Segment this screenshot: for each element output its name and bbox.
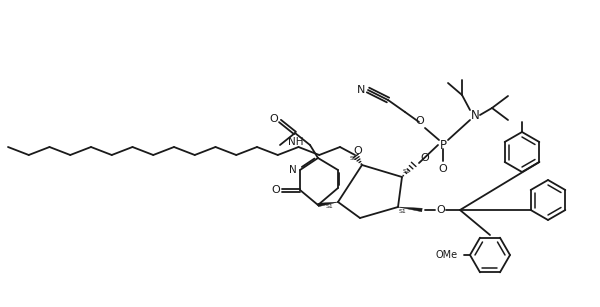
Text: S1: S1 <box>350 156 358 161</box>
Text: N: N <box>470 108 479 122</box>
Text: S1: S1 <box>399 209 407 214</box>
Text: S1: S1 <box>326 204 334 209</box>
Text: P: P <box>439 138 446 151</box>
Text: O: O <box>420 153 429 163</box>
Text: OMe: OMe <box>436 250 458 260</box>
Text: O: O <box>437 205 445 215</box>
Text: NH: NH <box>289 137 304 147</box>
Text: N: N <box>289 165 297 175</box>
Polygon shape <box>398 207 422 212</box>
Text: O: O <box>416 116 424 126</box>
Text: O: O <box>272 185 280 195</box>
Text: S1: S1 <box>403 169 411 174</box>
Text: O: O <box>353 146 362 156</box>
Text: O: O <box>439 164 448 174</box>
Text: N: N <box>357 85 365 95</box>
Text: O: O <box>269 114 278 124</box>
Polygon shape <box>318 202 338 207</box>
